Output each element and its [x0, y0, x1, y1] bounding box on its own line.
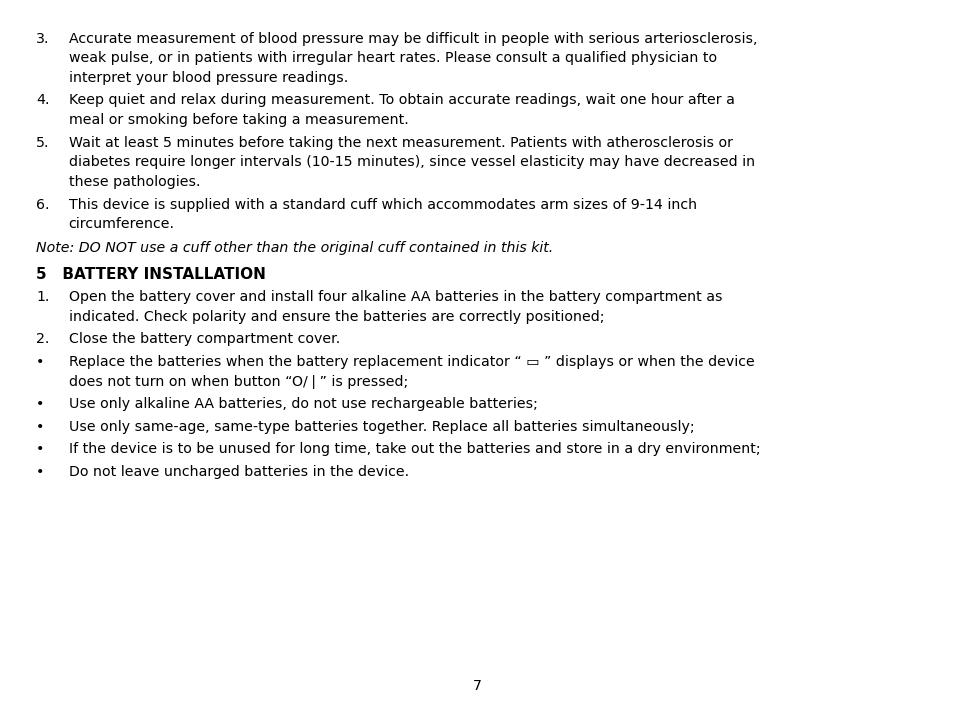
Text: 5.: 5.: [36, 135, 50, 150]
Text: 2.: 2.: [36, 332, 50, 347]
Text: Wait at least 5 minutes before taking the next measurement. Patients with athero: Wait at least 5 minutes before taking th…: [69, 135, 732, 150]
Text: 7: 7: [472, 679, 481, 693]
Text: 3.: 3.: [36, 32, 50, 46]
Text: circumference.: circumference.: [69, 217, 174, 231]
Text: these pathologies.: these pathologies.: [69, 175, 200, 189]
Text: indicated. Check polarity and ensure the batteries are correctly positioned;: indicated. Check polarity and ensure the…: [69, 310, 603, 324]
Text: Use only alkaline AA batteries, do not use rechargeable batteries;: Use only alkaline AA batteries, do not u…: [69, 397, 537, 411]
Text: weak pulse, or in patients with irregular heart rates. Please consult a qualifie: weak pulse, or in patients with irregula…: [69, 51, 716, 65]
Text: If the device is to be unused for long time, take out the batteries and store in: If the device is to be unused for long t…: [69, 442, 760, 456]
Text: •: •: [36, 420, 45, 434]
Text: 4.: 4.: [36, 93, 50, 107]
Text: •: •: [36, 442, 45, 456]
Text: Do not leave uncharged batteries in the device.: Do not leave uncharged batteries in the …: [69, 465, 409, 479]
Text: 5   BATTERY INSTALLATION: 5 BATTERY INSTALLATION: [36, 266, 266, 281]
Text: 1.: 1.: [36, 290, 50, 304]
Text: 6.: 6.: [36, 198, 50, 212]
Text: diabetes require longer intervals (10-15 minutes), since vessel elasticity may h: diabetes require longer intervals (10-15…: [69, 155, 754, 170]
Text: Note: DO NOT use a cuff other than the original cuff contained in this kit.: Note: DO NOT use a cuff other than the o…: [36, 241, 553, 256]
Text: This device is supplied with a standard cuff which accommodates arm sizes of 9-1: This device is supplied with a standard …: [69, 198, 696, 212]
Text: Replace the batteries when the battery replacement indicator “ ▭ ” displays or w: Replace the batteries when the battery r…: [69, 355, 754, 369]
Text: •: •: [36, 355, 45, 369]
Text: •: •: [36, 397, 45, 411]
Text: meal or smoking before taking a measurement.: meal or smoking before taking a measurem…: [69, 113, 408, 127]
Text: Accurate measurement of blood pressure may be difficult in people with serious a: Accurate measurement of blood pressure m…: [69, 32, 757, 46]
Text: Close the battery compartment cover.: Close the battery compartment cover.: [69, 332, 339, 347]
Text: •: •: [36, 465, 45, 479]
Text: interpret your blood pressure readings.: interpret your blood pressure readings.: [69, 71, 348, 85]
Text: Open the battery cover and install four alkaline AA batteries in the battery com: Open the battery cover and install four …: [69, 290, 721, 304]
Text: Use only same-age, same-type batteries together. Replace all batteries simultane: Use only same-age, same-type batteries t…: [69, 420, 694, 434]
Text: does not turn on when button “O/❘” is pressed;: does not turn on when button “O/❘” is pr…: [69, 374, 408, 389]
Text: Keep quiet and relax during measurement. To obtain accurate readings, wait one h: Keep quiet and relax during measurement.…: [69, 93, 734, 107]
